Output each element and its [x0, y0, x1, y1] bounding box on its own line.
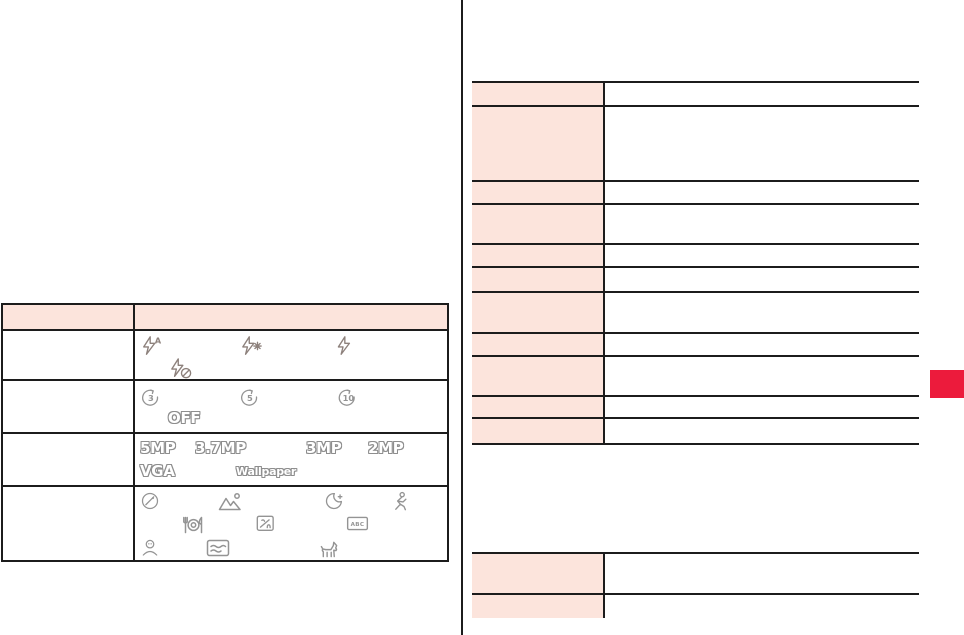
row-label-cell	[472, 419, 605, 443]
table-row	[472, 554, 919, 595]
row-value-cell	[605, 334, 919, 355]
row-label-cell	[472, 554, 605, 593]
svg-text:5: 5	[247, 393, 253, 403]
table-row	[472, 107, 919, 182]
row-value-cell	[605, 205, 919, 243]
resolution-2mp-icon: 2MP	[368, 439, 404, 457]
row-value-cell	[605, 554, 919, 593]
table-row-flash: A	[3, 331, 447, 381]
table-row	[472, 205, 919, 245]
table-row	[472, 268, 919, 293]
timer-off-icon: OFF	[168, 409, 201, 427]
scene-text-icon: ABC	[346, 516, 369, 531]
resolution-vga-icon: VGA	[140, 462, 175, 480]
table-row	[472, 182, 919, 205]
row-label-cell	[472, 245, 605, 266]
row-label-cell	[472, 83, 605, 105]
row-value-cell	[605, 293, 919, 332]
table-row	[472, 293, 919, 334]
row-value-cell	[605, 357, 919, 395]
row-value-cell	[605, 419, 919, 443]
row-value-cell	[605, 182, 919, 203]
page-column-divider	[461, 0, 463, 635]
table-row	[472, 397, 919, 419]
scene-sports-icon	[389, 491, 409, 512]
row-label-cell	[472, 357, 605, 395]
row-label-cell	[472, 107, 605, 180]
header-setting-cell	[3, 305, 135, 329]
row-label-cell	[472, 268, 605, 291]
table-header-row	[3, 305, 447, 331]
table-row	[472, 334, 919, 357]
flash-on-icon	[334, 335, 352, 357]
scene-beach-icon	[206, 539, 230, 557]
svg-text:10: 10	[343, 393, 355, 403]
row-label-cell	[472, 205, 605, 243]
table-row	[472, 595, 919, 618]
row-value-cell	[605, 595, 919, 618]
scene-food-icon	[181, 514, 205, 535]
table-row-scene: ABC	[3, 487, 447, 560]
resolution-3-7mp-icon: 3.7MP	[195, 439, 246, 457]
row-value-cell	[605, 83, 919, 105]
row-value-cell	[605, 397, 919, 417]
row-label-cell	[472, 397, 605, 417]
flash-daylight-icon	[239, 335, 265, 357]
row-label-cell	[472, 595, 605, 618]
self-timer-icons-cell: 3 5 10 OFF	[135, 381, 447, 432]
settings-description-table	[472, 81, 919, 445]
svg-text:ABC: ABC	[351, 522, 365, 528]
flash-off-icon	[169, 358, 193, 380]
header-options-cell	[135, 305, 447, 329]
settings-description-table-2	[472, 552, 919, 618]
table-row-self-timer: 3 5 10 OFF	[3, 381, 447, 434]
scene-auto-icon	[140, 491, 160, 511]
svg-text:A: A	[155, 335, 162, 345]
flash-icons-cell: A	[135, 331, 447, 379]
table-row-resolution: 5MP 3.7MP 3MP 2MP VGA Wallpaper	[3, 434, 447, 487]
svg-text:3: 3	[148, 393, 154, 403]
flash-auto-icon: A	[140, 335, 164, 357]
row-label-cell	[472, 293, 605, 332]
resolution-icons-cell: 5MP 3.7MP 3MP 2MP VGA Wallpaper	[135, 434, 447, 485]
row-label-cell	[472, 182, 605, 203]
table-row	[472, 245, 919, 268]
chapter-edge-tab	[930, 370, 964, 398]
scene-icons-cell: ABC	[135, 487, 447, 560]
resolution-label-cell	[3, 434, 135, 485]
table-row	[472, 357, 919, 397]
row-value-cell	[605, 107, 919, 180]
resolution-5mp-icon: 5MP	[140, 439, 176, 457]
resolution-wallpaper-icon: Wallpaper	[236, 465, 297, 478]
flash-label-cell	[3, 331, 135, 379]
scene-characters-icon	[254, 514, 276, 533]
scene-pet-icon	[318, 538, 341, 558]
timer-3s-icon: 3	[140, 387, 161, 408]
row-value-cell	[605, 268, 919, 291]
scene-portrait-icon	[140, 537, 160, 558]
scene-landscape-icon	[218, 492, 242, 511]
row-label-cell	[472, 334, 605, 355]
resolution-3mp-icon: 3MP	[306, 439, 342, 457]
self-timer-label-cell	[3, 381, 135, 432]
timer-5s-icon: 5	[239, 387, 260, 408]
table-row	[472, 419, 919, 443]
camera-settings-icon-table: A	[1, 303, 449, 562]
timer-10s-icon: 10	[336, 387, 360, 408]
row-value-cell	[605, 245, 919, 266]
scene-night-icon	[323, 491, 344, 512]
table-row	[472, 83, 919, 107]
scene-label-cell	[3, 487, 135, 560]
